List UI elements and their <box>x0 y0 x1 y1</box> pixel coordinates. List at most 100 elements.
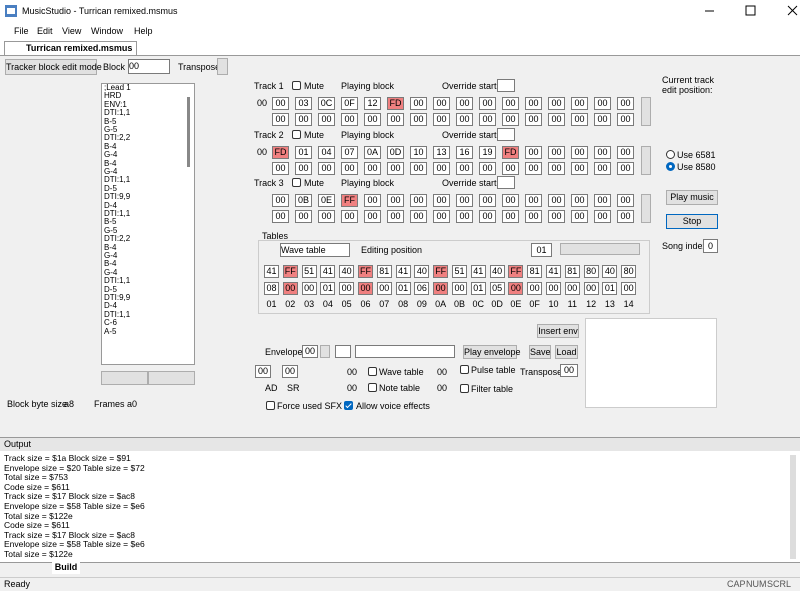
force-sfx-checkbox[interactable] <box>266 401 275 410</box>
allow-voice-label[interactable]: Allow voice effects <box>356 401 430 411</box>
track-cell[interactable]: 00 <box>387 194 404 207</box>
track-cell[interactable]: 00 <box>571 113 588 126</box>
block-list-item[interactable]: DTI:1,1 <box>104 108 131 118</box>
document-tab[interactable] <box>4 41 137 56</box>
sid-radio[interactable] <box>666 150 675 159</box>
block-list-item[interactable]: G-4 <box>104 150 118 160</box>
mute-checkbox[interactable] <box>292 178 301 187</box>
track-cell[interactable]: 0A <box>364 145 381 159</box>
block-list-item[interactable]: ENV:1 <box>104 99 127 109</box>
table-cell[interactable]: 00 <box>621 282 637 295</box>
track-cell[interactable]: 00 <box>571 97 588 110</box>
track-cell[interactable]: 00 <box>433 97 450 110</box>
track-cell[interactable]: 00 <box>617 210 634 223</box>
table-cell[interactable]: 00 <box>564 282 580 295</box>
track-cell[interactable]: 00 <box>433 161 450 175</box>
table-cell[interactable]: 00 <box>358 282 373 295</box>
table-cell[interactable]: 81 <box>564 265 580 278</box>
env-transpose-input[interactable]: 00 <box>560 364 578 377</box>
track-cell[interactable]: 00 <box>594 161 611 175</box>
track-cell[interactable]: 01 <box>295 145 312 159</box>
mode-button[interactable]: Tracker block edit mode <box>5 59 102 75</box>
table-cell[interactable]: 41 <box>320 265 336 278</box>
table-cell[interactable]: 01 <box>395 282 411 295</box>
block-list-item[interactable]: D-4 <box>104 301 117 311</box>
table-cell[interactable]: 00 <box>583 282 599 295</box>
build-tab[interactable]: Build <box>52 562 80 574</box>
table-cell[interactable]: 01 <box>602 282 618 295</box>
stop-button[interactable]: Stop <box>666 214 718 229</box>
track-cell[interactable]: 0E <box>318 194 335 207</box>
track-cell[interactable]: 00 <box>272 194 289 207</box>
track-cell[interactable]: FD <box>272 145 289 159</box>
block-list-item[interactable]: D-5 <box>104 183 117 193</box>
track-cell[interactable]: 00 <box>272 210 289 223</box>
block-list-item[interactable]: B-5 <box>104 116 117 126</box>
table-selector[interactable]: Wave table <box>280 243 350 257</box>
track-cell[interactable]: 00 <box>456 194 473 207</box>
block-list-item[interactable]: DTI:2,2 <box>104 234 131 244</box>
table-cell[interactable]: 40 <box>339 265 355 278</box>
track-cell[interactable]: 00 <box>617 145 634 159</box>
override-input[interactable] <box>497 176 515 189</box>
block-list-item[interactable]: DTI:9,9 <box>104 293 131 302</box>
override-input[interactable] <box>497 127 515 141</box>
track-cell[interactable]: 00 <box>479 194 496 207</box>
block-list-item[interactable]: B-4 <box>104 242 117 252</box>
track-cell[interactable]: 00 <box>456 97 473 110</box>
table-cell[interactable]: 51 <box>452 265 467 278</box>
block-list-item[interactable]: G-4 <box>104 167 118 176</box>
track-cell[interactable]: 00 <box>387 210 404 223</box>
mute-checkbox[interactable] <box>292 129 301 139</box>
track-cell[interactable]: 00 <box>364 210 381 223</box>
track-cell[interactable]: 16 <box>456 145 473 159</box>
track-cell[interactable]: 00 <box>272 97 289 110</box>
play-envelope-button[interactable]: Play envelope <box>463 345 521 359</box>
table-cell[interactable]: 00 <box>433 282 449 295</box>
track-cell[interactable]: 12 <box>364 97 381 110</box>
track-cell[interactable]: 00 <box>272 161 289 175</box>
insert-env-button[interactable]: Insert env <box>537 324 579 338</box>
wave-checkbox[interactable] <box>368 367 377 376</box>
table-cell[interactable]: 81 <box>376 265 392 278</box>
track-cell[interactable]: FF <box>341 194 358 207</box>
window-controls[interactable] <box>700 0 800 22</box>
track-cell[interactable]: 00 <box>525 210 542 223</box>
track-cell[interactable]: 00 <box>617 97 634 110</box>
transpose-spinner[interactable] <box>217 58 228 75</box>
track-cell[interactable]: 13 <box>433 145 450 159</box>
force-sfx-label[interactable]: Force used SFX <box>277 401 343 411</box>
track-cell[interactable]: 00 <box>571 161 588 175</box>
sid-option[interactable]: Use 6581 <box>677 150 716 160</box>
document-tab-label[interactable]: Turrican remixed.msmus <box>26 43 133 53</box>
track-cell[interactable]: 00 <box>456 113 473 126</box>
ad-input[interactable]: 00 <box>255 365 271 378</box>
track-cell[interactable]: 00 <box>548 194 565 207</box>
track-cell[interactable]: 0D <box>387 145 404 159</box>
table-cell[interactable]: FF <box>282 265 298 278</box>
table-cell[interactable]: 41 <box>546 265 561 278</box>
output-scrollbar[interactable] <box>790 455 796 559</box>
block-list-item[interactable]: B-4 <box>104 158 117 168</box>
sid-option[interactable]: Use 8580 <box>677 162 716 172</box>
track-cell[interactable]: 00 <box>502 161 519 175</box>
table-cell[interactable]: 00 <box>452 282 467 295</box>
track-cell[interactable]: 00 <box>617 194 634 207</box>
block-list-item[interactable]: DTI:1,1 <box>104 175 131 185</box>
table-cell[interactable]: 40 <box>414 265 430 278</box>
allow-voice-checkbox[interactable] <box>344 401 353 410</box>
table-cell[interactable]: 05 <box>489 282 505 295</box>
filter-checkbox[interactable] <box>460 384 469 393</box>
track-cell[interactable]: 00 <box>341 210 358 223</box>
table-cell[interactable]: 00 <box>376 282 392 295</box>
track-cell[interactable]: 00 <box>479 161 496 175</box>
song-index-input[interactable]: 0 <box>703 239 718 253</box>
block-list-item[interactable]: DTI:9,9 <box>104 192 131 202</box>
track-cell[interactable]: 00 <box>318 161 335 175</box>
table-cell[interactable]: 00 <box>546 282 561 295</box>
track-cell[interactable]: 00 <box>548 113 565 126</box>
track-cell[interactable]: 00 <box>594 145 611 159</box>
track-cell[interactable]: 00 <box>387 161 404 175</box>
table-cell[interactable]: 00 <box>282 282 298 295</box>
table-cell[interactable]: 41 <box>395 265 411 278</box>
